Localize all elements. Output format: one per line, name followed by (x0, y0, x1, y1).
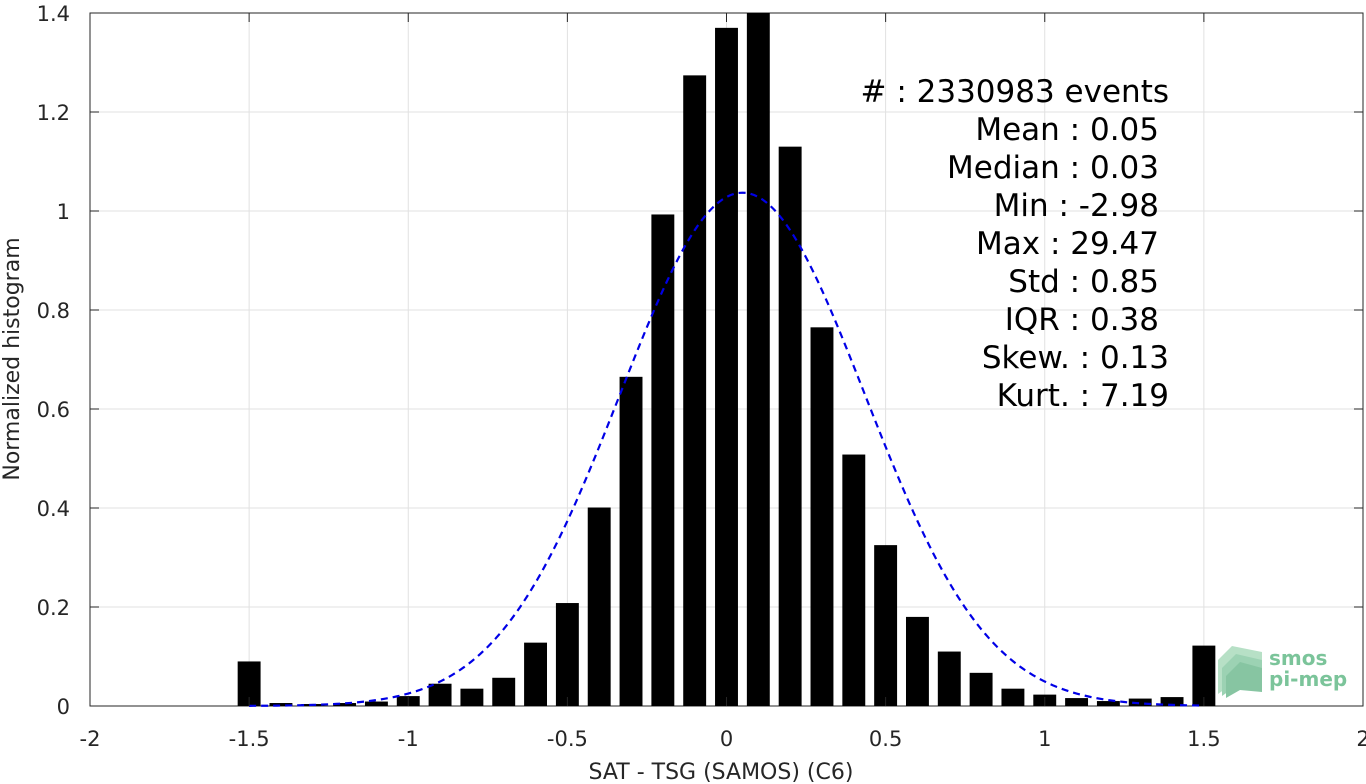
histogram-bar (842, 454, 866, 706)
stat-value: 0.13 (1100, 340, 1169, 376)
y-tick-label: 0.6 (37, 398, 70, 422)
x-tick-label: 1 (1038, 727, 1051, 751)
histogram-bar (492, 677, 516, 706)
histogram-bar (524, 642, 548, 706)
stat-label: Median (947, 150, 1060, 186)
stat-label: Mean (975, 112, 1059, 148)
y-tick-label: 0.4 (37, 497, 70, 521)
stat-value: 0.85 (1090, 264, 1159, 300)
histogram-bar (651, 214, 675, 706)
x-tick-label: 1.5 (1187, 727, 1220, 751)
histogram-bar (1128, 698, 1152, 706)
stat-line: IQR : 0.38 (1005, 302, 1159, 338)
stat-label: Std (1008, 264, 1060, 300)
y-tick-label: 0.2 (37, 596, 70, 620)
y-tick-label: 1 (57, 200, 70, 224)
histogram-bar (237, 661, 261, 706)
stat-value: 7.19 (1100, 378, 1169, 414)
histogram-bar (428, 683, 452, 706)
logo-mark-icon (1218, 646, 1262, 698)
histogram-bar (587, 507, 611, 706)
stat-line: Max : 29.47 (976, 226, 1159, 262)
stat-line: # : 2330983 events (861, 74, 1170, 110)
stat-value: 2330983 events (917, 74, 1169, 110)
histogram-bar (969, 672, 993, 706)
x-tick-label: -2 (80, 727, 101, 751)
y-tick-label: 0.8 (37, 299, 70, 323)
y-axis-ticks: 0 0.2 0.4 0.6 0.8 1 1.2 1.4 (37, 2, 1363, 719)
smos-pi-mep-logo: smos pi-mep (1218, 646, 1347, 698)
histogram-bar (715, 27, 738, 707)
y-axis-label: Normalized histogram (0, 237, 25, 480)
stat-line: Median : 0.03 (947, 150, 1159, 186)
histogram-bar (810, 327, 834, 706)
stat-separator: : (1070, 340, 1100, 376)
stat-line: Skew. : 0.13 (982, 340, 1169, 376)
x-tick-label: -1.5 (229, 727, 270, 751)
histogram-bar (937, 651, 961, 706)
histogram-bar (746, 13, 770, 706)
gaussian-fit-curve (249, 191, 1204, 707)
histogram-bar (1192, 645, 1216, 706)
stat-label: Min (994, 188, 1049, 224)
stat-separator: : (886, 74, 916, 110)
histogram-bar (269, 703, 293, 706)
histogram-bar (683, 75, 707, 707)
histogram-bar (1096, 701, 1120, 706)
stat-separator: : (1049, 188, 1079, 224)
stat-separator: : (1060, 264, 1090, 300)
stat-value: 0.03 (1090, 150, 1159, 186)
histogram-bar (1160, 697, 1184, 706)
histogram-bar (874, 545, 898, 706)
stat-line: Mean : 0.05 (975, 112, 1159, 148)
stat-value: 0.05 (1090, 112, 1159, 148)
stat-value: 0.38 (1090, 302, 1159, 338)
histogram-bars (237, 13, 1216, 707)
histogram-bar (333, 703, 357, 706)
stat-value: -2.98 (1079, 188, 1159, 224)
stat-separator: : (1060, 302, 1090, 338)
stat-separator: : (1060, 150, 1090, 186)
x-tick-label: -0.5 (547, 727, 588, 751)
x-tick-label: -1 (398, 727, 419, 751)
stat-separator: : (1070, 378, 1100, 414)
stat-separator: : (1040, 226, 1070, 262)
x-axis-ticks: -2 -1.5 -1 -0.5 0 0.5 1 1.5 2 (80, 13, 1366, 751)
stat-label: Kurt. (997, 378, 1070, 414)
x-tick-label: 0 (720, 727, 733, 751)
stat-line: Std : 0.85 (1008, 264, 1159, 300)
stat-line: Kurt. : 7.19 (997, 378, 1169, 414)
x-tick-label: 2 (1356, 727, 1366, 751)
stat-label: Skew. (982, 340, 1070, 376)
histogram-bar (460, 688, 484, 706)
histogram-bar (364, 701, 388, 706)
x-tick-label: 0.5 (869, 727, 902, 751)
logo-text-pi-mep: pi-mep (1269, 667, 1347, 691)
histogram-bar (1001, 688, 1025, 706)
stat-label: # (861, 74, 887, 110)
y-tick-label: 0 (57, 695, 70, 719)
y-tick-label: 1.2 (37, 101, 70, 125)
histogram-bar (555, 603, 579, 706)
stat-value: 29.47 (1070, 226, 1159, 262)
stat-line: Min : -2.98 (994, 188, 1159, 224)
x-axis-label: SAT - TSG (SAMOS) (C6) (589, 760, 854, 784)
histogram-bar (1065, 698, 1089, 706)
logo-text-smos: smos (1269, 646, 1327, 670)
stat-separator: : (1060, 112, 1090, 148)
histogram-bar (778, 146, 802, 706)
stat-label: IQR (1005, 302, 1060, 338)
stat-label: Max (976, 226, 1040, 262)
histogram-bar (905, 616, 929, 706)
y-tick-label: 1.4 (37, 2, 70, 26)
histogram-bar (619, 376, 643, 706)
